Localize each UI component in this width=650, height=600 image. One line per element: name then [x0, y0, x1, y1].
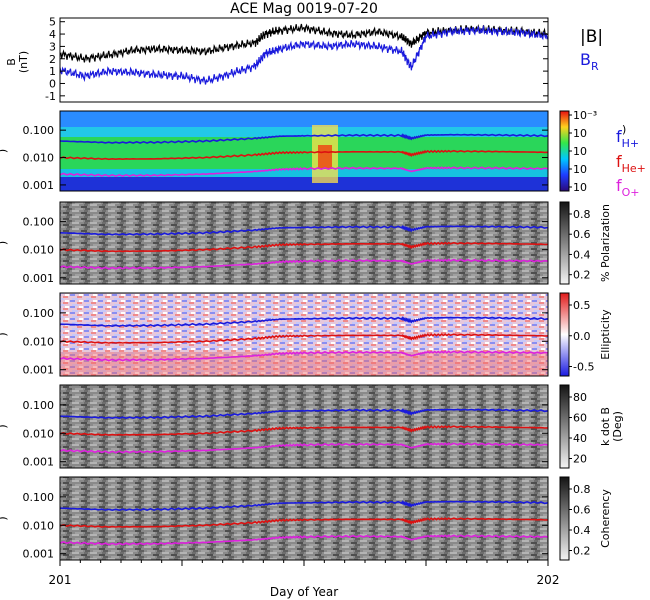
power-band-upper	[60, 127, 548, 137]
fhe-line	[59, 517, 549, 528]
colorbar-extra: )	[622, 123, 626, 136]
colorbar	[559, 292, 570, 377]
panel-ylabel: )	[0, 241, 9, 245]
fo-line	[59, 350, 549, 362]
colorbar-tick-label: 0.6	[573, 504, 591, 517]
bfield-ytick-label: 3	[49, 40, 56, 53]
fhe-line	[59, 241, 549, 253]
bfield-ytick-label: 0	[49, 77, 56, 90]
colorbar-tick-label: 20	[573, 453, 587, 466]
legend-f-o: fO+	[616, 176, 640, 199]
x-axis-label: Day of Year	[270, 585, 338, 599]
colorbar-tick-label: 10	[573, 127, 587, 140]
colorbar-label: % Polarization	[599, 204, 612, 282]
fh-line	[59, 408, 549, 420]
ytick-label: 0.001	[23, 548, 55, 561]
fo-line	[59, 258, 549, 270]
bfield-ylabel-unit: (nT)	[17, 51, 30, 73]
ytick-label: 0.010	[23, 427, 55, 440]
fhe-line	[59, 149, 549, 161]
ytick-label: 0.010	[23, 244, 55, 257]
fo-line	[59, 534, 549, 546]
colorbar-tick-label: 80	[573, 391, 587, 404]
panel-ylabel: )	[0, 332, 9, 336]
ytick-label: 0.100	[23, 491, 55, 504]
fhe-line	[59, 425, 549, 436]
colorbar	[559, 110, 570, 192]
bfield-ytick-label: 5	[49, 16, 56, 29]
bfield-background	[60, 18, 548, 102]
colorbar	[559, 201, 570, 285]
bfield-ytick-label: 2	[49, 53, 56, 66]
panel-ylabel: )	[0, 516, 9, 520]
colorbar-tick-label: 0.8	[573, 208, 591, 221]
bfield-ylabel: B	[5, 58, 18, 66]
power-burst-core	[318, 145, 332, 169]
colorbar-tick-label: 0.0	[573, 330, 591, 343]
colorbar-tick-label: 10⁻³	[573, 109, 597, 122]
ellipticity-band-low	[60, 352, 548, 376]
fo-line	[59, 442, 549, 454]
panel-frame	[59, 292, 549, 377]
colorbar-tick-label: 0.8	[573, 483, 591, 496]
panel-frame	[59, 110, 549, 192]
power-band-lower	[60, 169, 548, 177]
ytick-label: 0.010	[23, 519, 55, 532]
b-r-line	[59, 24, 549, 85]
panel-frame	[59, 201, 549, 285]
fhe-line	[59, 333, 549, 344]
ytick-label: 0.100	[23, 399, 55, 412]
ytick-label: 0.100	[23, 307, 55, 320]
power-band-top	[60, 111, 548, 127]
legend-f-he: fHe+	[616, 152, 646, 175]
colorbar-label: Ellipticity	[599, 309, 612, 360]
legend-f-h: fH+	[616, 127, 639, 150]
colorbar-tick-label: 10	[573, 163, 587, 176]
x-start-label: 201	[49, 573, 72, 587]
colorbar-label: Coherency	[599, 489, 612, 548]
panel-ylabel: )	[0, 424, 9, 428]
panel-ylabel: )	[0, 149, 9, 153]
colorbar-tick-label: 0.4	[573, 524, 591, 537]
ytick-label: 0.001	[23, 272, 55, 285]
colorbar-tick-label: 40	[573, 432, 587, 445]
colorbar-tick-label: -0.5	[573, 361, 594, 374]
ytick-label: 0.001	[23, 456, 55, 469]
fh-line	[59, 500, 549, 512]
panel-frame	[59, 384, 549, 469]
bfield-frame	[59, 17, 549, 103]
colorbar-tick-label: 60	[573, 412, 587, 425]
colorbar-tick-label: 0.5	[573, 299, 591, 312]
legend-b-total: |B|	[580, 27, 603, 47]
fh-line	[59, 133, 549, 144]
ytick-label: 0.001	[23, 364, 55, 377]
colorbar-tick-label: 10	[573, 181, 587, 194]
legend-b-r: BR	[580, 50, 599, 73]
colorbar-label-unit: (Deg)	[611, 411, 624, 442]
ytick-label: 0.100	[23, 124, 55, 137]
colorbar-tick-label: 0.6	[573, 228, 591, 241]
bfield-ytick-label: 1	[49, 65, 56, 78]
bfield-ytick-label: -1	[45, 90, 56, 103]
colorbar-tick-label: 0.2	[573, 269, 591, 282]
colorbar-tick-label: 0.4	[573, 248, 591, 261]
power-band-bottom	[60, 177, 548, 191]
chart-title: ACE Mag 0019-07-20	[230, 1, 378, 17]
colorbar-tick-label: 10	[573, 145, 587, 158]
fh-line	[59, 316, 549, 328]
ytick-label: 0.010	[23, 335, 55, 348]
ytick-label: 0.100	[23, 216, 55, 229]
fo-line	[59, 166, 549, 178]
fh-line	[59, 224, 549, 236]
colorbar-label: k dot B	[599, 407, 612, 446]
colorbar	[559, 476, 570, 561]
colorbar-tick-label: 0.2	[573, 545, 591, 558]
colorbar	[559, 384, 570, 469]
ytick-label: 0.010	[23, 152, 55, 165]
bfield-ytick-label: 4	[49, 28, 56, 41]
ytick-label: 0.001	[23, 179, 55, 192]
x-end-label: 202	[537, 573, 560, 587]
